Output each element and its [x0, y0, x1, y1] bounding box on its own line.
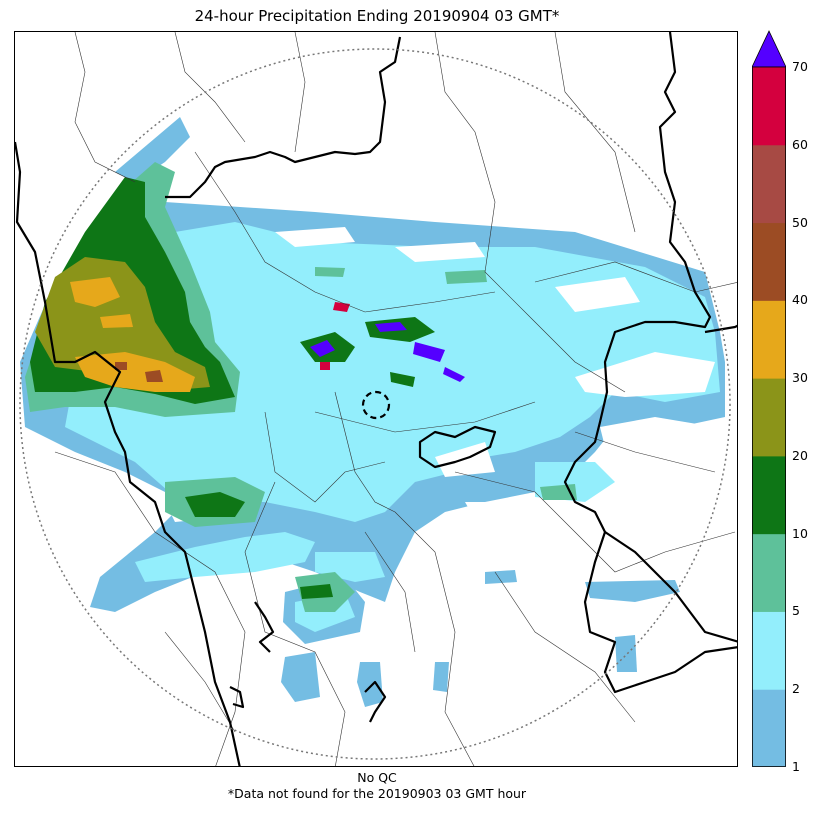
colorbar-swatch — [752, 455, 786, 535]
colorbar-swatch — [752, 67, 786, 146]
colorbar-tick-label: 60 — [792, 136, 808, 152]
colorbar-tick-label: 1 — [792, 759, 800, 774]
colorbar-border — [752, 66, 786, 767]
colorbar-tick-label: 20 — [792, 447, 808, 463]
colorbar-svg — [751, 30, 787, 768]
colorbar-tick-label: 30 — [792, 370, 808, 386]
colorbar-swatch — [752, 300, 786, 379]
state-borders — [15, 32, 737, 766]
precipitation-map-svg — [15, 32, 737, 766]
radar-map — [14, 31, 738, 767]
colorbar-swatch — [752, 533, 786, 612]
colorbar-tick-label: 50 — [792, 214, 808, 230]
radar-site-marker — [361, 390, 391, 420]
colorbar-swatch — [752, 144, 786, 224]
colorbar-swatch — [752, 378, 786, 457]
colorbar-swatch — [752, 689, 786, 768]
qc-note: No QC — [357, 770, 397, 785]
district-borders — [54, 32, 737, 766]
colorbar-tick-label: 5 — [792, 603, 800, 619]
colorbar-tick-label: 2 — [792, 681, 800, 697]
colorbar-swatch — [752, 611, 786, 690]
precip-layer-30-40 — [70, 277, 195, 392]
colorbar-swatch — [752, 222, 786, 301]
colorbar-tick-label: 40 — [792, 292, 808, 308]
precipitation-colorbar — [751, 30, 787, 768]
missing-data-note: *Data not found for the 20190903 03 GMT … — [227, 786, 527, 801]
precip-layer-40-50 — [115, 362, 163, 382]
colorbar-tick-label: 70 — [792, 59, 808, 74]
radar-range-ring — [19, 48, 731, 760]
convective-cells — [300, 302, 465, 387]
colorbar-tick-label: 10 — [792, 525, 808, 541]
colorbar-extend-arrow — [751, 30, 787, 68]
chart-title: 24-hour Precipitation Ending 20190904 03… — [194, 7, 560, 25]
